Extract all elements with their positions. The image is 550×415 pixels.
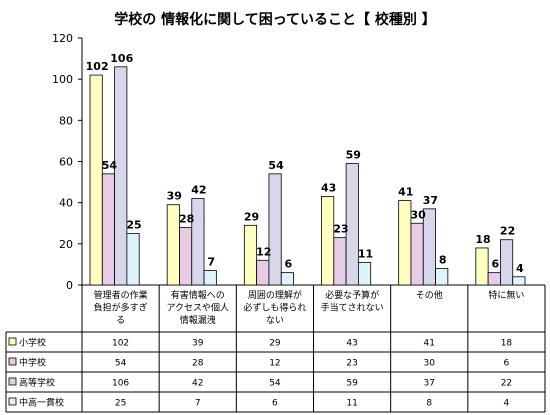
bar: [89, 74, 103, 286]
category-label: その他: [416, 289, 443, 301]
table-cell-value: 54: [115, 359, 127, 369]
table-cell-value: 37: [424, 379, 435, 389]
table-cell-value: 30: [424, 359, 436, 369]
bar-value-label: 59: [346, 149, 361, 162]
bar: [114, 66, 128, 286]
bar: [475, 247, 489, 286]
bar-value-label: 54: [102, 159, 118, 172]
bar-value-label: 4: [516, 262, 524, 275]
table-cell-value: 7: [195, 399, 201, 409]
bar-value-label: 29: [244, 210, 259, 223]
category-label: 管理者の作業負担が多すぎる: [94, 289, 148, 326]
table-cell-value: 59: [346, 379, 358, 389]
chart-title: 学校の 情報化に関して困っていること【 校種別 】: [114, 11, 436, 28]
category-label: 特に無い: [488, 289, 524, 301]
legend-series-label: 中学校: [19, 357, 46, 369]
table-cell-value: 22: [501, 379, 512, 389]
bar: [166, 204, 180, 286]
bar-value-label: 6: [491, 258, 499, 271]
table-cell-value: 43: [346, 339, 357, 349]
table-cell-value: 102: [112, 339, 129, 349]
bar: [512, 276, 526, 286]
legend-swatch: [8, 337, 17, 346]
y-tick-label: 120: [52, 32, 73, 45]
bar-value-label: 43: [321, 181, 336, 194]
bar: [191, 198, 205, 286]
bar-value-label: 23: [333, 223, 348, 236]
bar-value-label: 25: [126, 219, 141, 232]
table-cell-value: 23: [346, 359, 357, 369]
category-label: 周囲の理解が必ずしも得られない: [243, 289, 306, 326]
table-cell-value: 39: [192, 339, 204, 349]
table-cell-value: 6: [272, 399, 278, 409]
bar: [410, 222, 424, 286]
legend-series-label: 小学校: [19, 337, 46, 349]
bar: [243, 224, 258, 286]
bar-value-label: 41: [398, 186, 413, 199]
bar-value-label: 30: [410, 208, 426, 221]
bar: [179, 226, 193, 286]
bar: [500, 239, 514, 286]
bar-value-label: 18: [475, 233, 490, 246]
bar: [126, 233, 140, 286]
bar-value-label: 39: [167, 190, 182, 203]
y-tick-label: 100: [52, 73, 73, 86]
bar-value-label: 54: [268, 159, 284, 172]
table-cell-value: 4: [504, 399, 510, 409]
bar: [256, 259, 270, 286]
y-tick-label: 40: [59, 197, 73, 210]
bar-value-label: 102: [86, 60, 109, 73]
category-label: 必要な予算が手当てされない: [321, 289, 384, 314]
bar: [487, 272, 501, 286]
table-cell-value: 106: [112, 379, 129, 389]
bar: [357, 261, 372, 286]
legend-series-label: 中高一貫校: [19, 397, 64, 409]
data-table: 管理者の作業負担が多すぎる有害情報へのアクセスや個人情報漏洩周囲の理解が必ずしも…: [5, 285, 546, 413]
bar-value-label: 28: [179, 212, 194, 225]
bar: [203, 270, 217, 286]
bar: [398, 200, 412, 286]
table-cell-value: 25: [115, 399, 126, 409]
bar-value-label: 6: [285, 258, 293, 271]
y-tick-label: 80: [59, 114, 73, 127]
bar: [321, 196, 335, 286]
bar-value-label: 22: [500, 225, 515, 238]
bar: [333, 237, 347, 286]
bar: [435, 268, 449, 286]
bar-value-label: 106: [110, 52, 133, 65]
table-cell-value: 54: [269, 379, 281, 389]
table-cell-value: 18: [501, 339, 513, 349]
table-cell-value: 29: [269, 339, 281, 349]
bar: [280, 272, 294, 286]
y-tick-label: 0: [66, 279, 73, 292]
bar-value-label: 11: [358, 247, 373, 260]
legend-swatch: [8, 357, 17, 366]
bar-value-label: 12: [256, 245, 271, 258]
table-cell-value: 11: [346, 399, 357, 409]
bar-value-label: 7: [207, 256, 215, 269]
table-cell-value: 12: [269, 359, 280, 369]
table-cell-value: 28: [192, 359, 204, 369]
table-cell-value: 6: [504, 359, 510, 369]
bars: [89, 66, 526, 286]
bar: [268, 173, 282, 286]
y-tick-label: 60: [59, 156, 73, 169]
legend-series-label: 高等学校: [19, 377, 55, 389]
bar-value-label: 42: [191, 184, 206, 197]
bar: [422, 208, 436, 286]
y-tick-label: 20: [59, 238, 73, 251]
bar: [345, 163, 359, 286]
legend-swatch: [8, 397, 17, 406]
table-cell-value: 41: [424, 339, 435, 349]
table-cell-value: 42: [192, 379, 203, 389]
table-cell-value: 8: [426, 399, 432, 409]
bar: [101, 173, 116, 286]
bar-value-label: 37: [423, 194, 438, 207]
category-label: 有害情報へのアクセスや個人情報漏洩: [166, 289, 229, 326]
legend-swatch: [8, 377, 17, 386]
bar-value-label: 8: [439, 254, 447, 267]
